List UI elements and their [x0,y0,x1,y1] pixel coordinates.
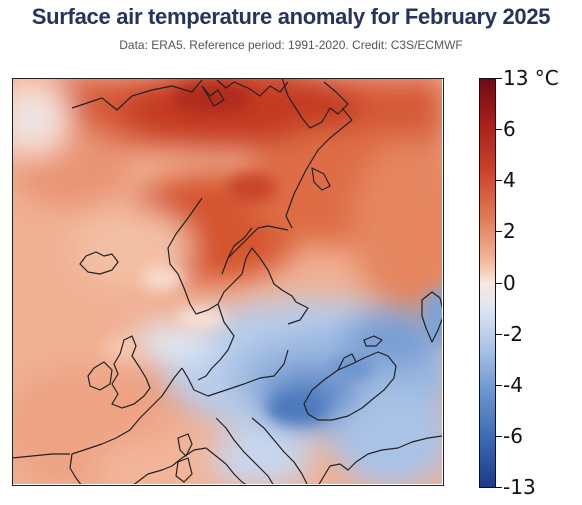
colorbar-tick-label: -13 [503,475,536,499]
gulf-bothnia-north [221,225,289,275]
colorbar-tick [496,129,502,130]
caspian-sea [421,291,442,343]
coastlines [12,78,442,484]
colorbar-tick [496,487,502,488]
chart-subtitle: Data: ERA5. Reference period: 1991-2020.… [119,38,463,52]
biscay-coast [69,437,117,484]
colorbar-tick [496,334,502,335]
great-britain [111,335,151,409]
colorbar-tick-label: -4 [503,373,523,397]
colorbar-tick-label: 4 [503,168,516,192]
adriatic-coast [251,417,308,484]
baltic-east-coast [231,247,309,325]
anomaly-detail [102,83,442,424]
turkey-south-coast [355,435,442,463]
iceland [79,251,119,275]
white-sea-coast [281,78,349,129]
warm-anomaly-region [12,78,442,484]
colorbar-tick [496,231,502,232]
italy-west-coast [225,463,247,484]
colorbar-tick-label: 0 [503,271,516,295]
colorbar-tick-label: 2 [503,219,516,243]
russia-northwest-coast [285,107,353,229]
colorbar-tick-label: -6 [503,424,523,448]
italy-east-coast [215,417,274,484]
colorbar-tick [496,78,502,79]
black-sea [303,351,397,421]
colorbar [479,78,496,488]
sweden-south-coast [197,303,235,381]
north-sea-coast [115,367,183,439]
french-riviera-coast [133,447,227,484]
anomaly-map [12,78,444,486]
colorbar-tick-label: 13 °C [503,66,559,90]
island-north [201,85,225,107]
chart-title: Surface air temperature anomaly for Febr… [31,4,551,29]
north-central-coast [181,349,289,397]
iberia-north-coast [12,453,70,459]
colorbar-tick [496,180,502,181]
colorbar-tick [496,385,502,386]
colorbar-tick-label: 6 [503,117,516,141]
crimea [337,353,357,371]
aegean-coast [318,461,357,484]
corsica [177,433,193,457]
arctic-coast [71,79,289,111]
sardinia [175,457,193,483]
colorbar-tick [496,436,502,437]
colorbar-tick [496,283,502,284]
ireland [87,361,113,391]
finland-coast [227,227,253,259]
colorbar-tick-label: -2 [503,322,523,346]
lake-ladoga [311,167,331,191]
anomaly-map-svg [12,78,442,484]
sea-of-azov [363,335,383,347]
